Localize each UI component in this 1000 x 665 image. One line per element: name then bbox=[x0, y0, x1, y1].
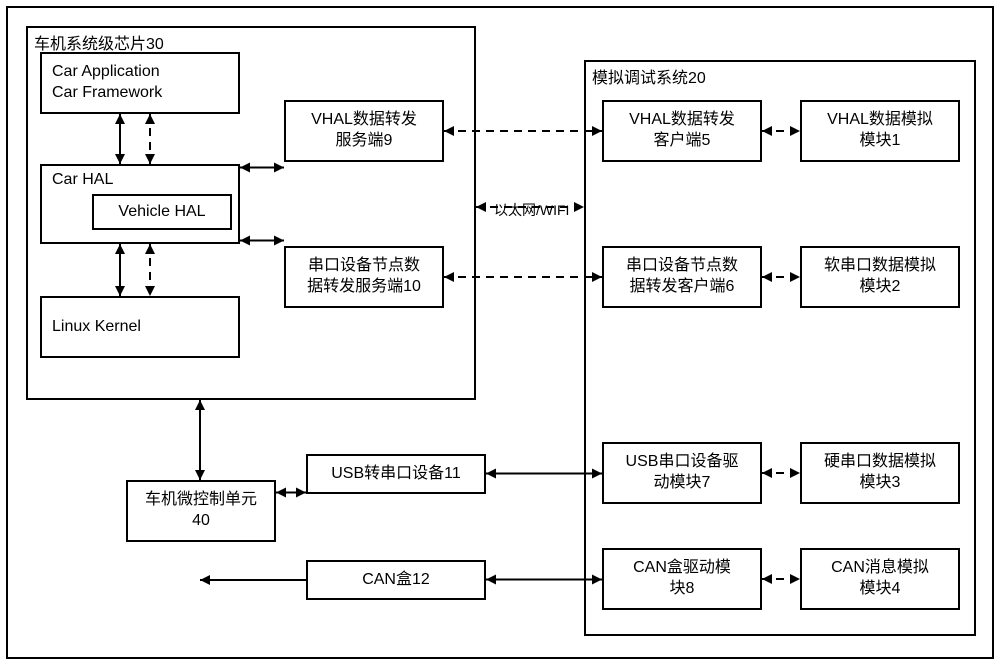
node-text: CAN消息模拟模块4 bbox=[831, 558, 929, 600]
node-text: 软串口数据模拟模块2 bbox=[824, 256, 936, 298]
network-label: 以太网/WIFI bbox=[494, 200, 569, 220]
node-text: Linux Kernel bbox=[52, 317, 141, 338]
node-vhal-sim-1: VHAL数据模拟模块1 bbox=[800, 100, 960, 162]
node-vhal-server-9: VHAL数据转发服务端9 bbox=[284, 100, 444, 162]
node-usb-device-11: USB转串口设备11 bbox=[306, 454, 486, 494]
group-chip30-label: 车机系统级芯片30 bbox=[34, 30, 164, 54]
node-can-box-12: CAN盒12 bbox=[306, 560, 486, 600]
node-text: Car ApplicationCar Framework bbox=[52, 62, 162, 104]
node-soft-serial-sim-2: 软串口数据模拟模块2 bbox=[800, 246, 960, 308]
node-text: 串口设备节点数据转发客户端6 bbox=[626, 256, 738, 298]
node-serial-client-6: 串口设备节点数据转发客户端6 bbox=[602, 246, 762, 308]
node-serial-server-10: 串口设备节点数据转发服务端10 bbox=[284, 246, 444, 308]
node-text: CAN盒驱动模块8 bbox=[633, 558, 731, 600]
node-vhal-client-5: VHAL数据转发客户端5 bbox=[602, 100, 762, 162]
node-car-application: Car ApplicationCar Framework bbox=[40, 52, 240, 114]
node-usb-driver-7: USB串口设备驱动模块7 bbox=[602, 442, 762, 504]
node-mcu-40: 车机微控制单元40 bbox=[126, 480, 276, 542]
node-text: VHAL数据转发服务端9 bbox=[311, 110, 417, 152]
node-text: 串口设备节点数据转发服务端10 bbox=[307, 256, 421, 298]
node-text: VHAL数据模拟模块1 bbox=[827, 110, 933, 152]
node-text: USB转串口设备11 bbox=[331, 464, 461, 485]
node-text: CAN盒12 bbox=[362, 570, 430, 591]
node-text: Vehicle HAL bbox=[118, 202, 205, 223]
group-sim20-label: 模拟调试系统20 bbox=[592, 64, 706, 88]
node-hard-serial-sim-3: 硬串口数据模拟模块3 bbox=[800, 442, 960, 504]
node-linux-kernel: Linux Kernel bbox=[40, 296, 240, 358]
node-vehicle-hal: Vehicle HAL bbox=[92, 194, 232, 230]
node-text: 硬串口数据模拟模块3 bbox=[824, 452, 936, 494]
node-can-driver-8: CAN盒驱动模块8 bbox=[602, 548, 762, 610]
node-text: USB串口设备驱动模块7 bbox=[626, 452, 739, 494]
node-text: 车机微控制单元40 bbox=[145, 490, 257, 532]
node-can-sim-4: CAN消息模拟模块4 bbox=[800, 548, 960, 610]
node-text: VHAL数据转发客户端5 bbox=[629, 110, 735, 152]
node-text: Car HAL bbox=[52, 170, 113, 191]
